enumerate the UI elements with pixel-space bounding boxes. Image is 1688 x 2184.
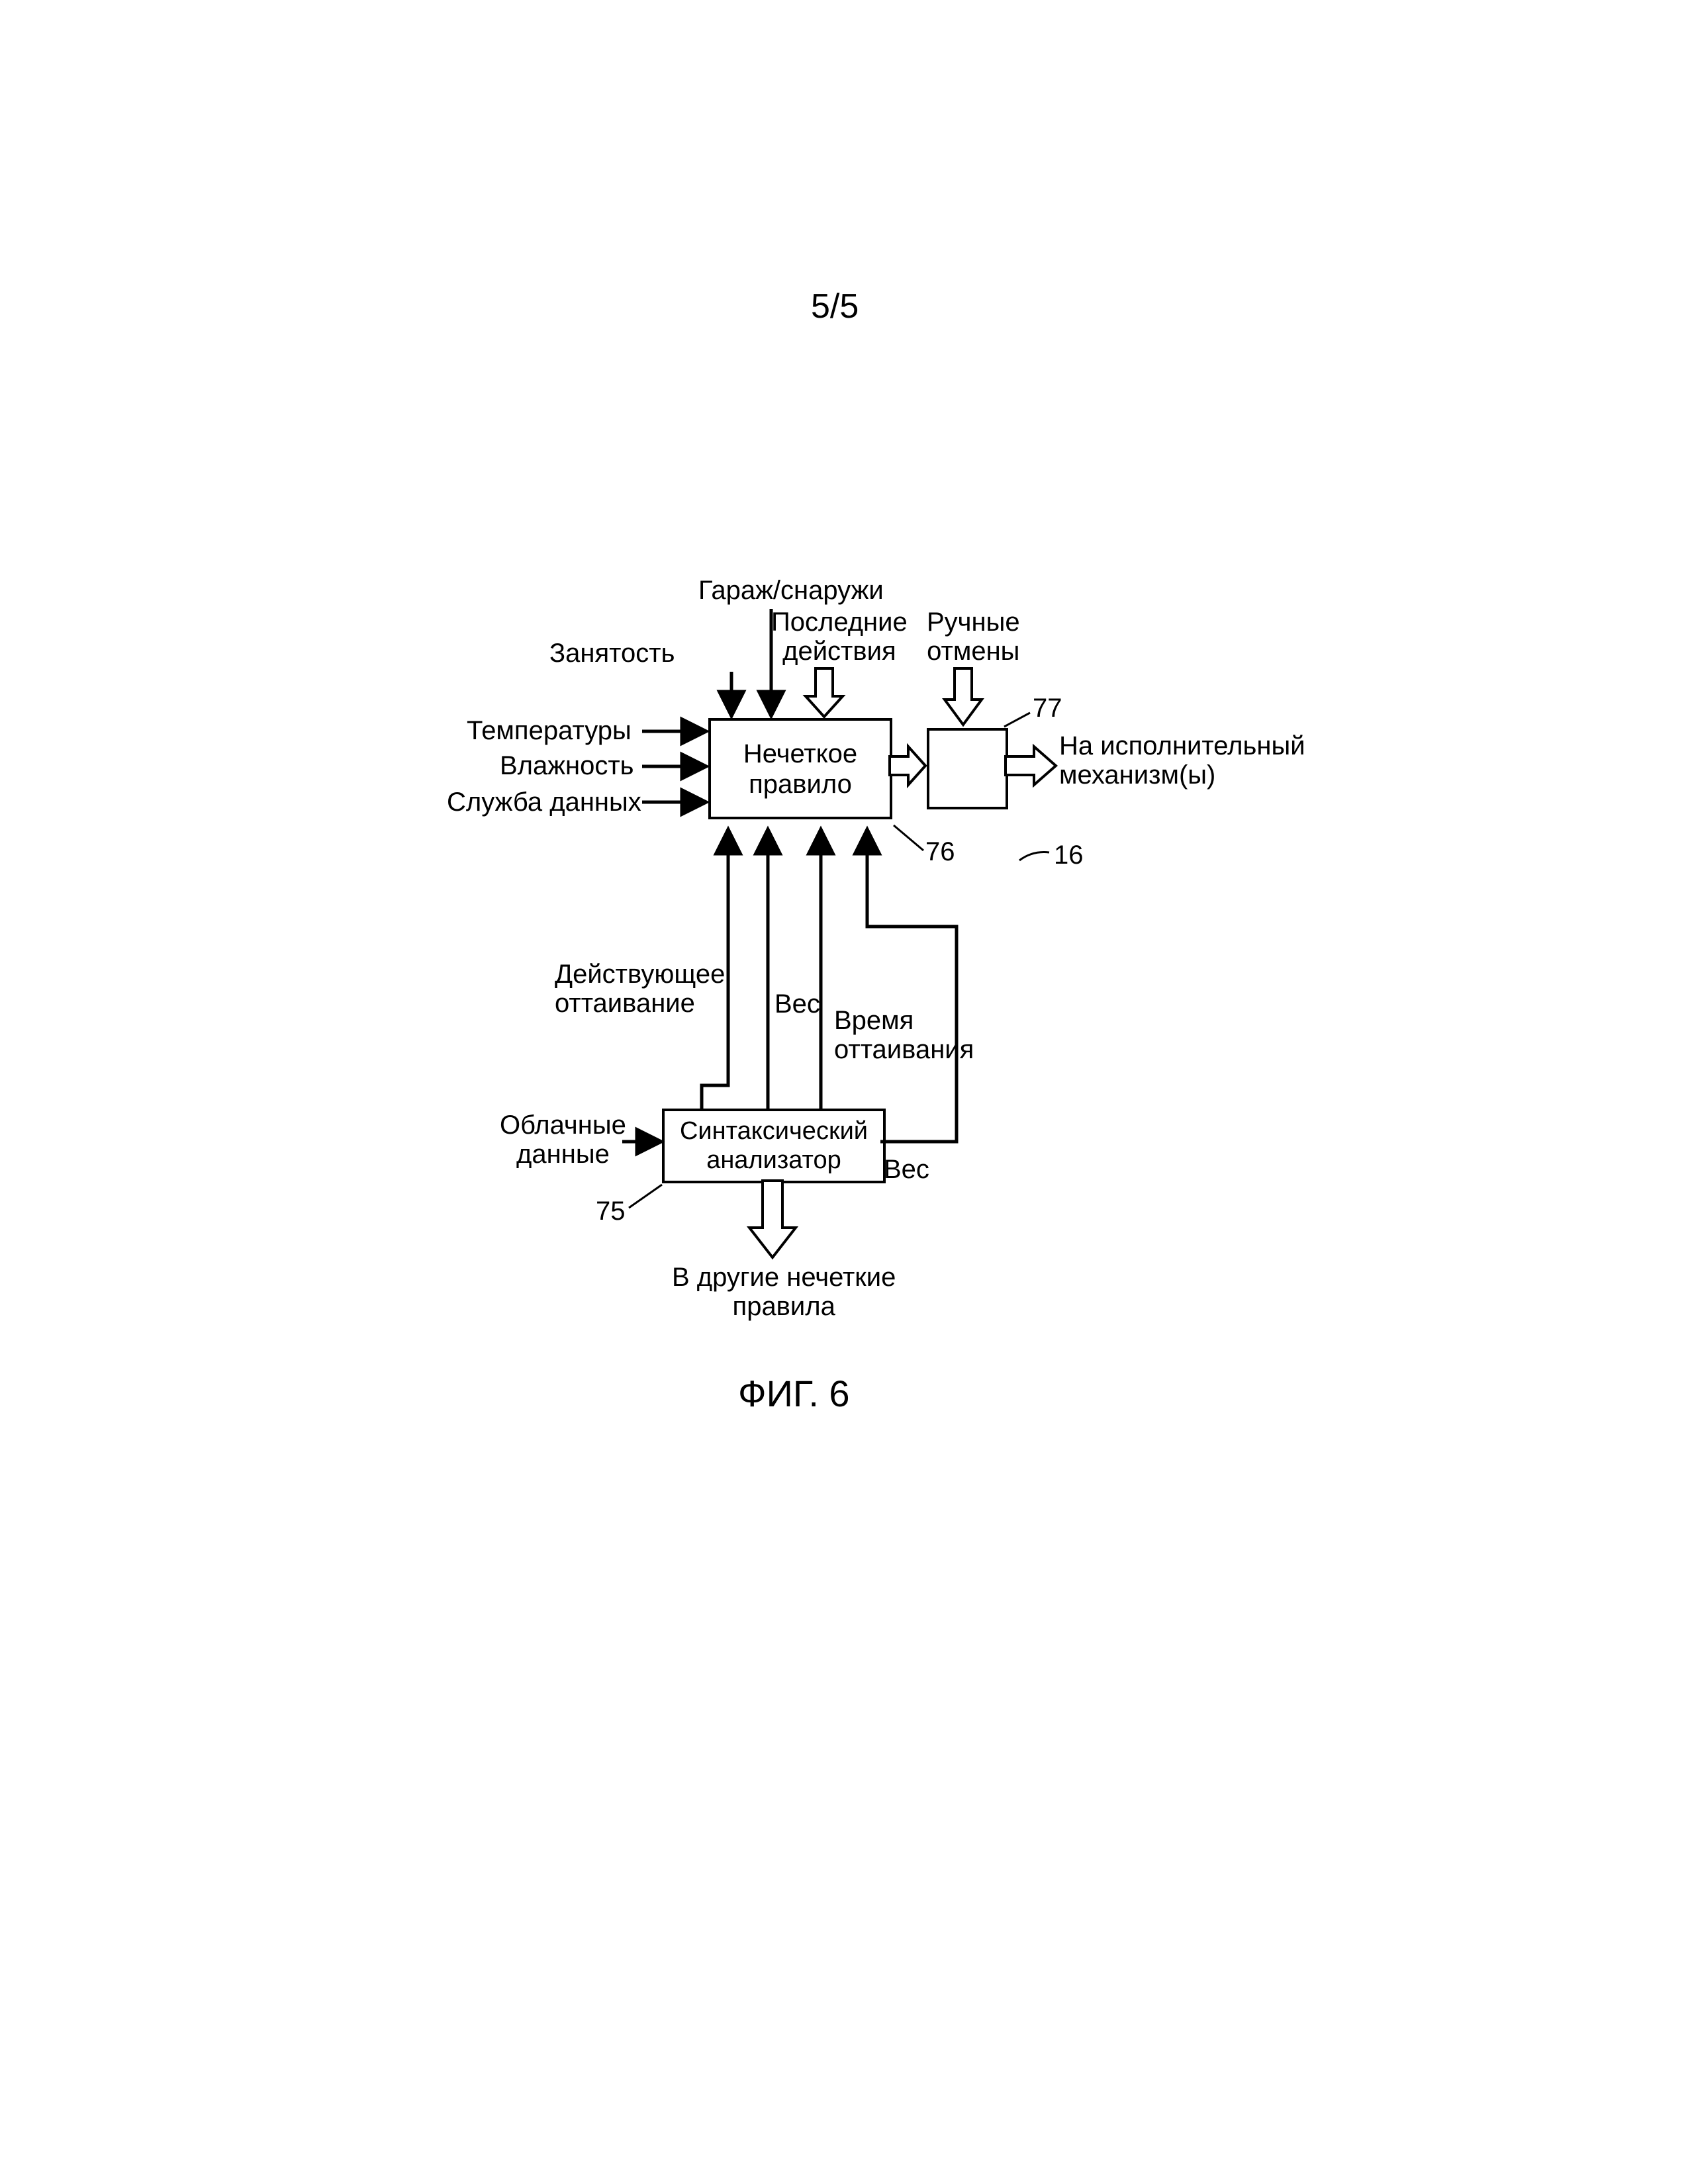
ref-75: 75 [596,1197,626,1226]
label-output: На исполнительный механизм(ы) [1059,731,1305,790]
label-data-service: Служба данных [447,788,641,817]
label-occupy: Занятость [549,639,675,668]
label-manual: Ручные отмены [927,608,1020,666]
node-override [927,728,1008,809]
node-parser: Синтаксический анализатор [662,1109,886,1183]
label-cloud-data: Облачные данные [500,1111,626,1169]
label-thaw-time: Время оттаивания [834,1006,974,1064]
node-fuzzy-rule-label: Нечеткое правило [711,739,890,799]
label-weight2: Вес [884,1155,929,1184]
ref-77: 77 [1033,694,1062,723]
ref-76: 76 [925,837,955,866]
label-recent: Последние действия [771,608,908,666]
figure-caption: ФИГ. 6 [738,1373,850,1414]
label-weight1: Вес [774,989,820,1019]
diagram-arrows [0,0,1688,2184]
page: 5/5 Нечеткое правило Синтаксический анал… [0,0,1688,2184]
label-garage: Гараж/снаружи [698,576,884,605]
label-humidity: Влажность [500,751,634,780]
node-parser-label: Синтаксический анализатор [665,1117,883,1175]
label-temperature: Температуры [467,716,632,745]
ref-16: 16 [1054,841,1084,870]
label-active-thaw: Действующее оттаивание [555,960,725,1018]
node-fuzzy-rule: Нечеткое правило [708,718,892,819]
label-other-rules: В другие нечеткие правила [672,1263,896,1321]
page-number: 5/5 [811,288,859,326]
